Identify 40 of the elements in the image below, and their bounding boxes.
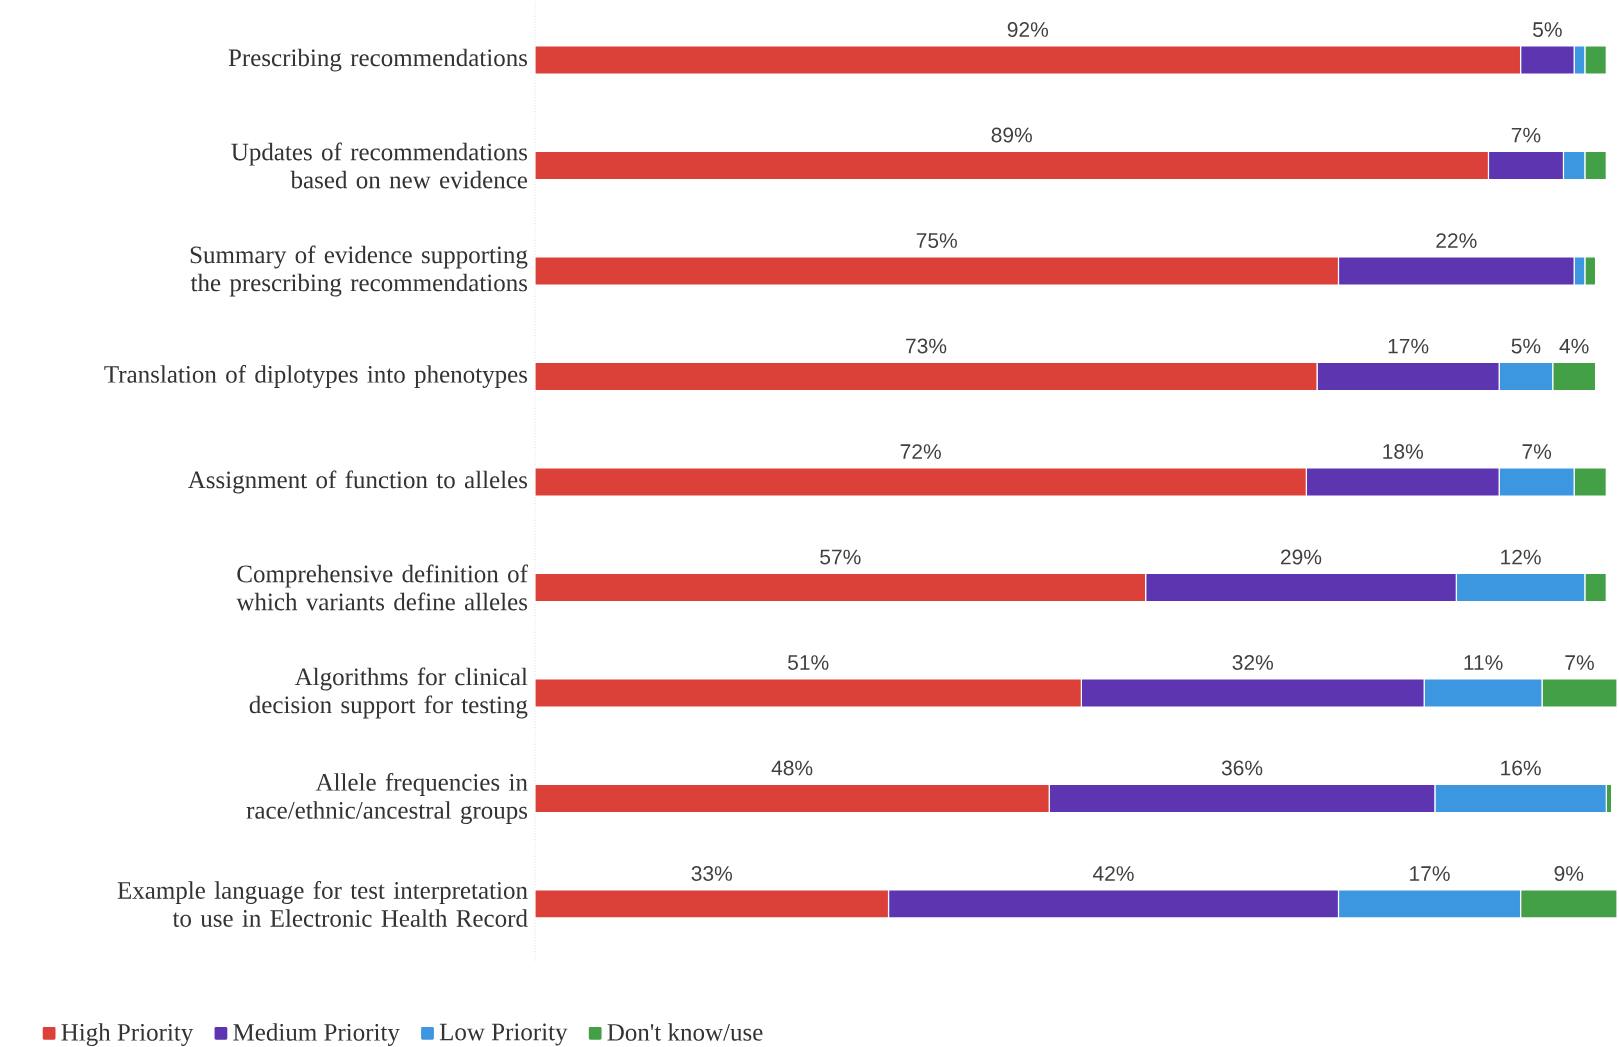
data-label: 51% [788,655,829,670]
y-tick-label: Example language for test interpretation to use in Electronic Health Record [117,881,528,927]
y-tick-label: Prescribing recommendations [228,48,528,72]
data-label: 75% [916,233,957,248]
data-label: 22% [1436,233,1477,248]
legend-label: Low Priority [439,1023,568,1046]
data-label: 42% [1092,866,1134,881]
data-label: 33% [691,866,733,881]
data-label: 7% [1522,444,1552,459]
data-label: 17% [1388,338,1429,354]
data-label: 5% [1533,22,1562,37]
data-label: 73% [906,338,947,354]
data-label: 36% [1221,760,1263,776]
data-label: 7% [1565,655,1594,670]
data-label: 12% [1501,549,1541,565]
data-label: 57% [820,549,861,565]
legend-label: Medium Priority [233,1023,400,1046]
y-tick-label: Translation of diplotypes into phenotypes [104,365,528,388]
data-label: 4% [1559,338,1589,354]
legend-label: High Priority [61,1023,194,1046]
legend-label: Don't know/use [607,1023,763,1041]
data-label: 17% [1410,866,1450,881]
data-label: 7% [1511,127,1541,143]
data-label: 72% [900,444,941,459]
y-tick-label: Comprehensive definition of which variants define alleles [236,564,528,611]
data-label: 92% [1007,22,1049,37]
y-tick-label: Algorithms for clinical decision support for testing [249,667,528,719]
data-label: 11% [1464,655,1503,670]
data-label: 5% [1511,338,1541,354]
y-tick-label: Updates of recommendations based on new evidence [231,142,528,189]
data-label: 18% [1383,444,1423,459]
data-label: 48% [771,760,813,776]
y-tick-label: Assignment of function to alleles [187,470,528,494]
y-tick-label: Summary of evidence supporting the prescribing recommendations [190,245,528,297]
data-label: 29% [1281,549,1322,565]
data-label: 9% [1554,866,1584,881]
data-label: 16% [1501,760,1541,776]
data-label: 89% [991,127,1032,143]
y-tick-label: Allele frequencies in race/ethnic/ancestral groups [246,772,528,824]
data-label: 32% [1232,655,1274,670]
